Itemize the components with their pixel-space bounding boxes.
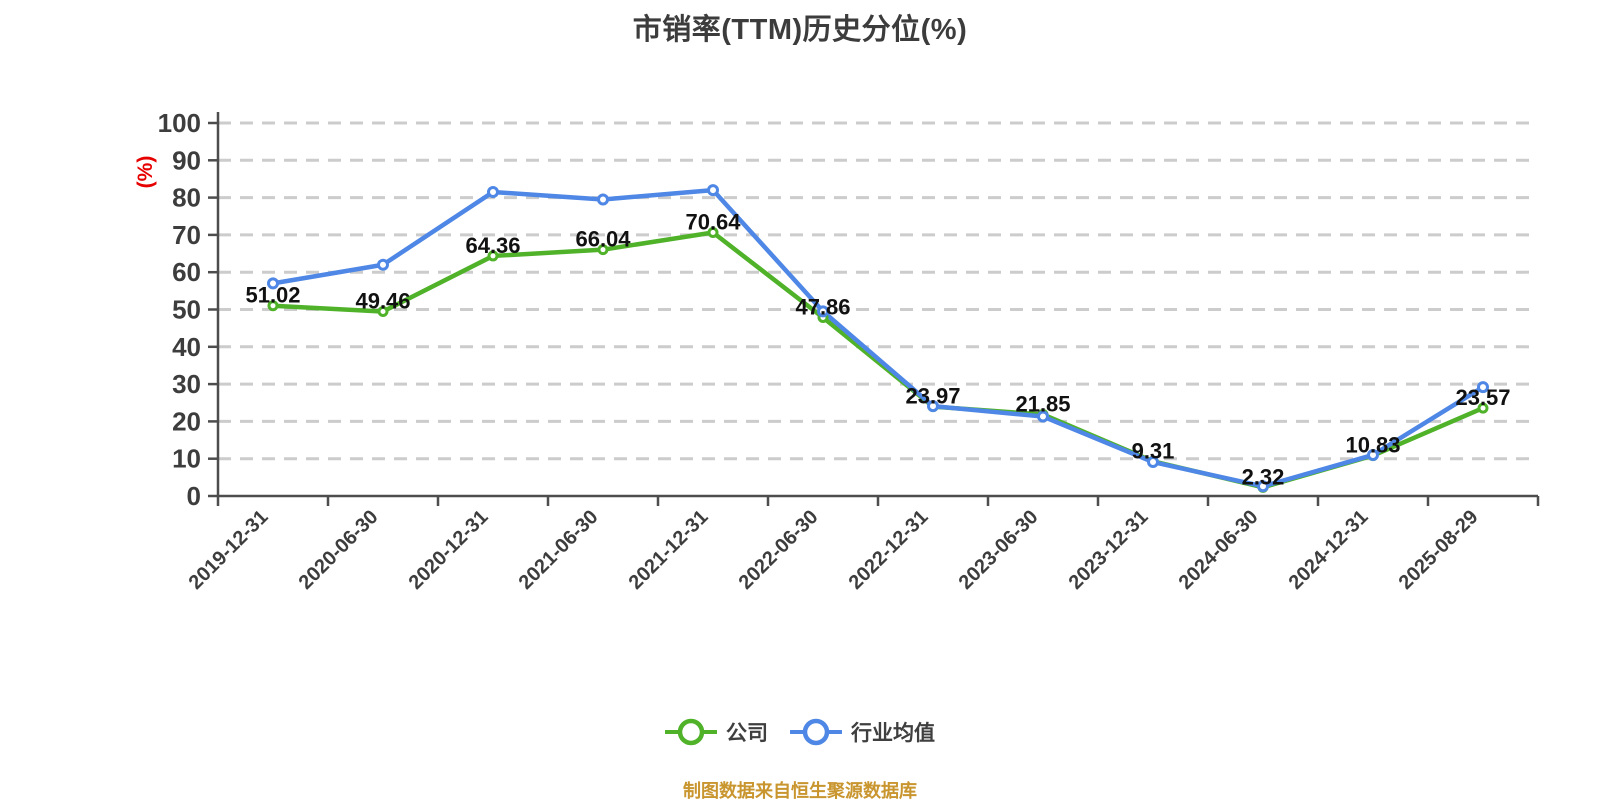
legend-label: 行业均值 [851, 722, 935, 745]
data-point-label: 2.32 [1242, 464, 1285, 489]
legend-item-company[interactable]: 公司 [665, 716, 768, 748]
data-point-industry-average [707, 184, 719, 197]
x-tick-label: 2022-12-31 [845, 506, 933, 594]
x-tick-label: 2024-12-31 [1285, 506, 1373, 594]
data-point-industry-average [1477, 381, 1489, 394]
data-point-company [267, 300, 279, 312]
data-point-industry-average [1037, 410, 1049, 423]
data-point-company [1477, 402, 1489, 414]
series-line-industry-average [270, 187, 1486, 489]
y-tick-label: 100 [158, 108, 201, 138]
x-tick-label: 2024-06-30 [1175, 506, 1263, 594]
data-point-label: 23.97 [905, 384, 960, 409]
data-point-company [487, 250, 499, 262]
data-point-industry-average [487, 186, 499, 199]
legend-item-industry-average[interactable]: 行业均值 [790, 716, 935, 748]
y-tick-label: 60 [172, 257, 201, 287]
legend-label: 公司 [726, 722, 768, 745]
y-tick-label: 90 [172, 145, 201, 175]
data-point-label: 47.86 [795, 294, 850, 319]
data-point-label: 23.57 [1455, 385, 1510, 410]
data-source-note: 制图数据来自恒生聚源数据库 [683, 781, 917, 800]
data-point-industry-average [1367, 448, 1379, 461]
legend-marker-company [665, 718, 717, 746]
data-point-label: 10.83 [1345, 433, 1400, 458]
data-point-label: 9.31 [1132, 438, 1175, 463]
y-tick-label: 80 [172, 183, 201, 213]
x-tick-label: 2025-08-29 [1395, 506, 1483, 594]
y-tick-label: 50 [172, 295, 201, 325]
x-tick-label: 2020-06-30 [295, 506, 383, 594]
data-point-industry-average [927, 400, 939, 413]
y-tick-label: 0 [187, 481, 201, 511]
data-point-industry-average [1147, 456, 1159, 469]
chart-legend: 公司 行业均值 [0, 710, 1600, 754]
y-tick-label: 20 [172, 406, 201, 436]
data-point-company [597, 244, 609, 256]
data-point-label: 51.02 [245, 283, 300, 308]
data-point-label: 64.36 [465, 233, 520, 258]
data-point-label: 21.85 [1015, 391, 1070, 416]
x-tick-label: 2023-06-30 [955, 506, 1043, 594]
data-point-industry-average [817, 305, 829, 318]
data-point-label: 66.04 [575, 227, 631, 252]
chart-title: 市销率(TTM)历史分位(%) [632, 14, 968, 46]
y-tick-label: 70 [172, 220, 201, 250]
x-tick-label: 2020-12-31 [405, 506, 493, 594]
legend-marker-industry-average [790, 718, 842, 746]
data-point-label: 49.46 [355, 289, 410, 314]
y-tick-label: 40 [172, 332, 201, 362]
data-point-industry-average [1257, 480, 1269, 493]
data-point-industry-average [377, 258, 389, 271]
y-axis-unit-label: (%) [134, 156, 157, 189]
data-point-company [377, 306, 389, 318]
data-point-company [707, 227, 719, 239]
data-point-label: 70.64 [685, 210, 741, 235]
x-tick-label: 2019-12-31 [185, 506, 273, 594]
data-point-industry-average [267, 277, 279, 290]
y-tick-label: 30 [172, 369, 201, 399]
x-tick-label: 2022-06-30 [735, 506, 823, 594]
data-point-industry-average [597, 193, 609, 206]
x-tick-label: 2021-12-31 [625, 506, 713, 594]
x-tick-label: 2023-12-31 [1065, 506, 1153, 594]
y-tick-label: 10 [172, 444, 201, 474]
x-tick-label: 2021-06-30 [515, 506, 603, 594]
